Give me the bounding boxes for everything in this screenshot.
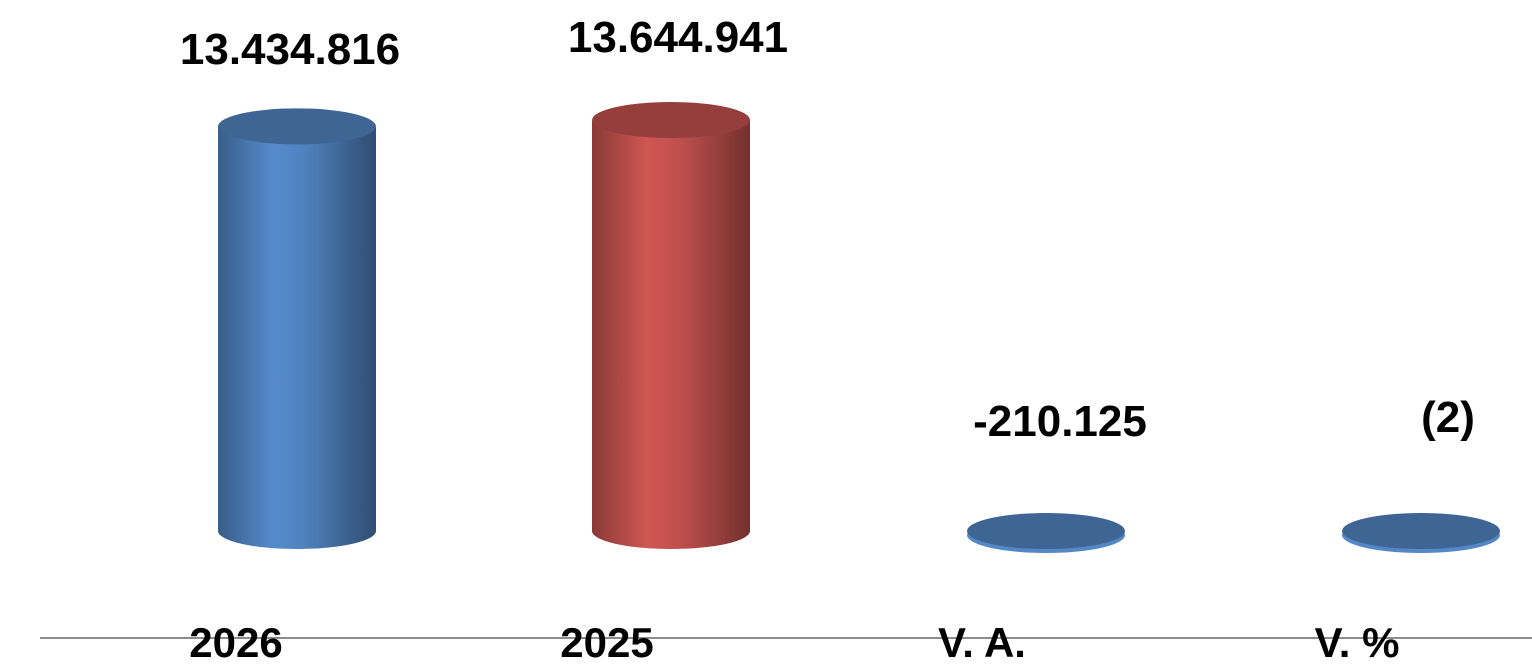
- x-tick-label-2025: 2025: [560, 619, 653, 662]
- x-tick-label-v-a: V. A.: [938, 619, 1026, 662]
- data-label-2026: 13.434.816: [180, 25, 400, 74]
- data-label-v-a: -210.125: [973, 397, 1147, 446]
- bar-body-2026: [218, 126, 376, 549]
- bar-body-2025: [592, 120, 750, 549]
- data-labels-layer: 13.434.816 13.644.941 -210.125 (2): [180, 13, 1475, 446]
- x-tick-label-2026: 2026: [189, 619, 282, 662]
- data-label-v: (2): [1421, 393, 1475, 442]
- bar-disc-v-a: [967, 513, 1125, 549]
- bar-v: [1342, 513, 1500, 553]
- x-tick-labels-layer: 2026 2025 V. A. V. %: [189, 619, 1400, 666]
- bar-v-a: [967, 513, 1125, 553]
- bar-top-2025: [592, 102, 750, 138]
- bars-layer: [218, 102, 1500, 553]
- bar-2025: [592, 102, 750, 549]
- bar-top-2026: [218, 108, 376, 145]
- bar-2026: [218, 108, 376, 549]
- data-label-2025: 13.644.941: [568, 13, 788, 62]
- x-tick-label-v: V. %: [1315, 619, 1400, 662]
- bar-disc-v: [1342, 513, 1500, 549]
